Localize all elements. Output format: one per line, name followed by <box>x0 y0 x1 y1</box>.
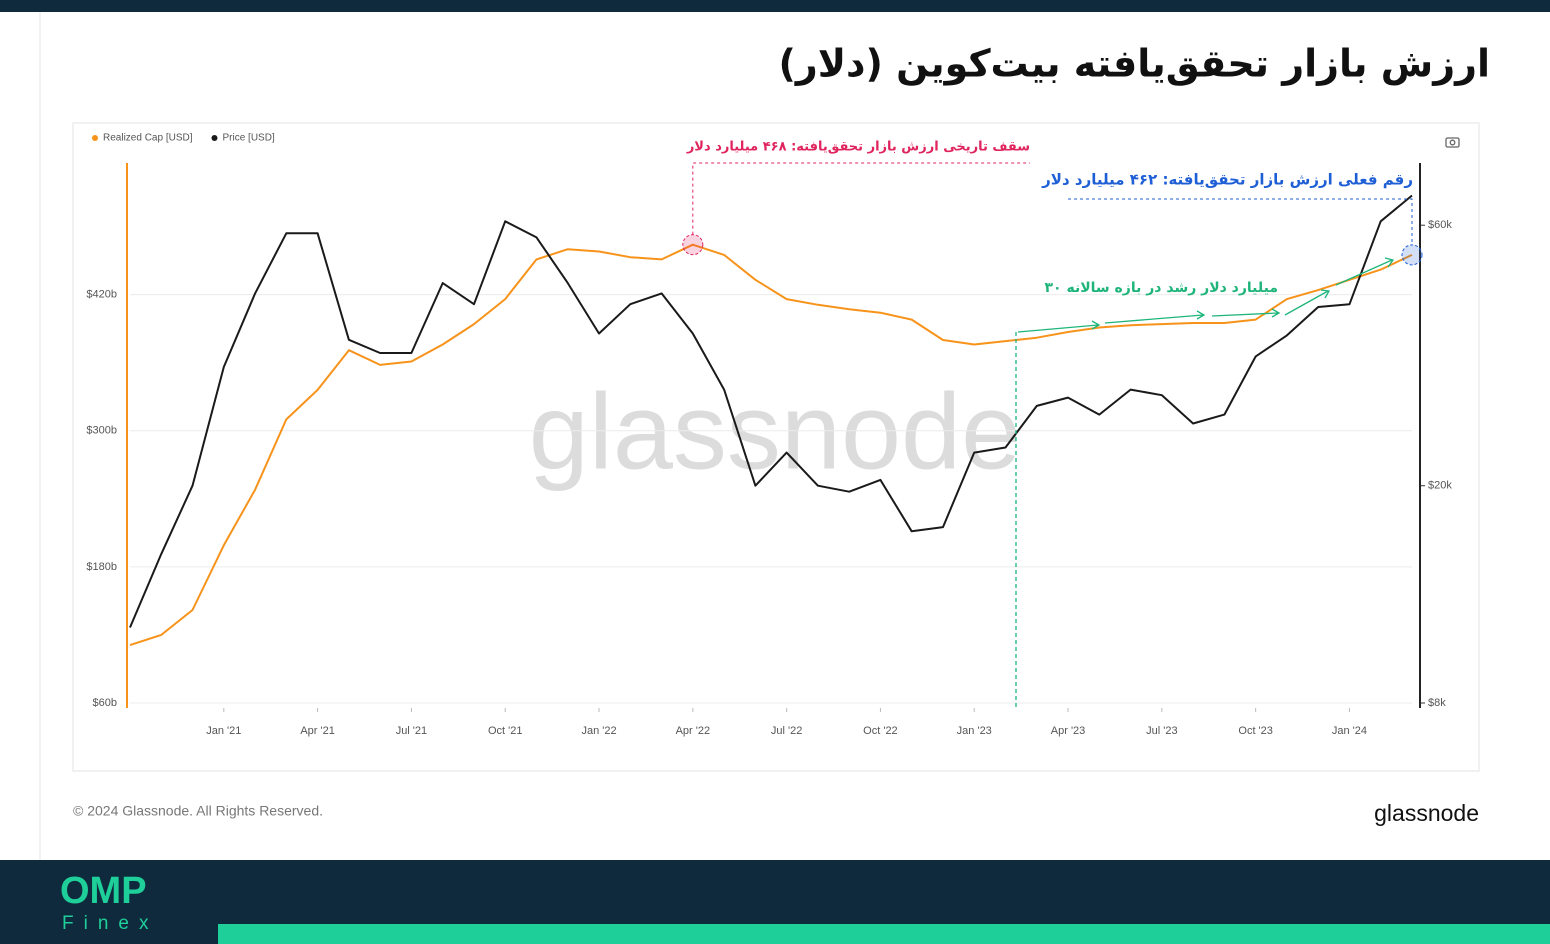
y2-tick-label: $8k <box>1428 697 1446 709</box>
x-tick-label: Oct '23 <box>1238 725 1273 737</box>
x-tick-label: Jan '22 <box>581 725 616 737</box>
series-line <box>129 243 1413 647</box>
x-tick-label: Jan '23 <box>957 725 992 737</box>
accent-bar <box>218 924 1550 944</box>
x-tick-label: Jan '21 <box>206 725 241 737</box>
ath-leader <box>692 162 1030 235</box>
growth-note: ۳۰ میلیارد دلار رشد در بازه سالانه <box>1044 280 1278 296</box>
y-tick-label: $180b <box>86 561 117 573</box>
x-tick-label: Jan '24 <box>1332 725 1367 737</box>
x-tick-label: Apr '21 <box>300 725 335 737</box>
plot: $60b $180b $300b $420b $8k $20k $60k Jan '21 Apr… <box>86 133 1452 737</box>
ath-marker <box>682 234 704 256</box>
growth-arrows <box>1015 257 1395 708</box>
chart-frame <box>72 122 1480 772</box>
y-tick-label: $300b <box>86 425 117 437</box>
current-marker <box>1401 244 1423 266</box>
y2-tick-label: $60k <box>1428 219 1452 231</box>
page-title: ارزش بازار تحقق‌یافته بیت‌کوین (دلار) <box>779 42 1490 86</box>
x-tick-label: Oct '21 <box>488 725 523 737</box>
x-tick-label: Jul '23 <box>1146 725 1177 737</box>
x-tick-label: Jul '22 <box>771 725 802 737</box>
logo-main: OMP <box>60 870 147 912</box>
x-tick-label: Oct '22 <box>863 725 898 737</box>
camera-icon <box>1445 137 1460 148</box>
x-tick-label: Apr '23 <box>1051 725 1086 737</box>
x-tick-label: Apr '22 <box>676 725 711 737</box>
x-tick-label: Jul '21 <box>396 725 427 737</box>
legend-swatch <box>92 135 98 141</box>
ath-note: سقف تاریخی ارزش بازار تحقق‌یافته: ۴۶۸ می… <box>686 140 1030 155</box>
legend-label: Realized Cap [USD] <box>103 133 193 144</box>
copyright: © 2024 Glassnode. All Rights Reserved. <box>73 803 323 819</box>
y2-tick-label: $20k <box>1428 480 1452 492</box>
logo-sub: Finex <box>62 913 158 934</box>
y-tick-label: $60b <box>93 697 117 709</box>
current-note: رقم فعلی ارزش بازار تحقق‌یافته: ۴۶۲ میلی… <box>1041 171 1413 189</box>
legend-swatch <box>211 135 218 141</box>
legend-label: Price [USD] <box>222 133 274 144</box>
y-tick-label: $420b <box>86 289 117 301</box>
brand: glassnode <box>1374 800 1479 826</box>
current-leader <box>1068 198 1413 245</box>
top-bar <box>0 0 1550 12</box>
series-line <box>129 194 1413 628</box>
